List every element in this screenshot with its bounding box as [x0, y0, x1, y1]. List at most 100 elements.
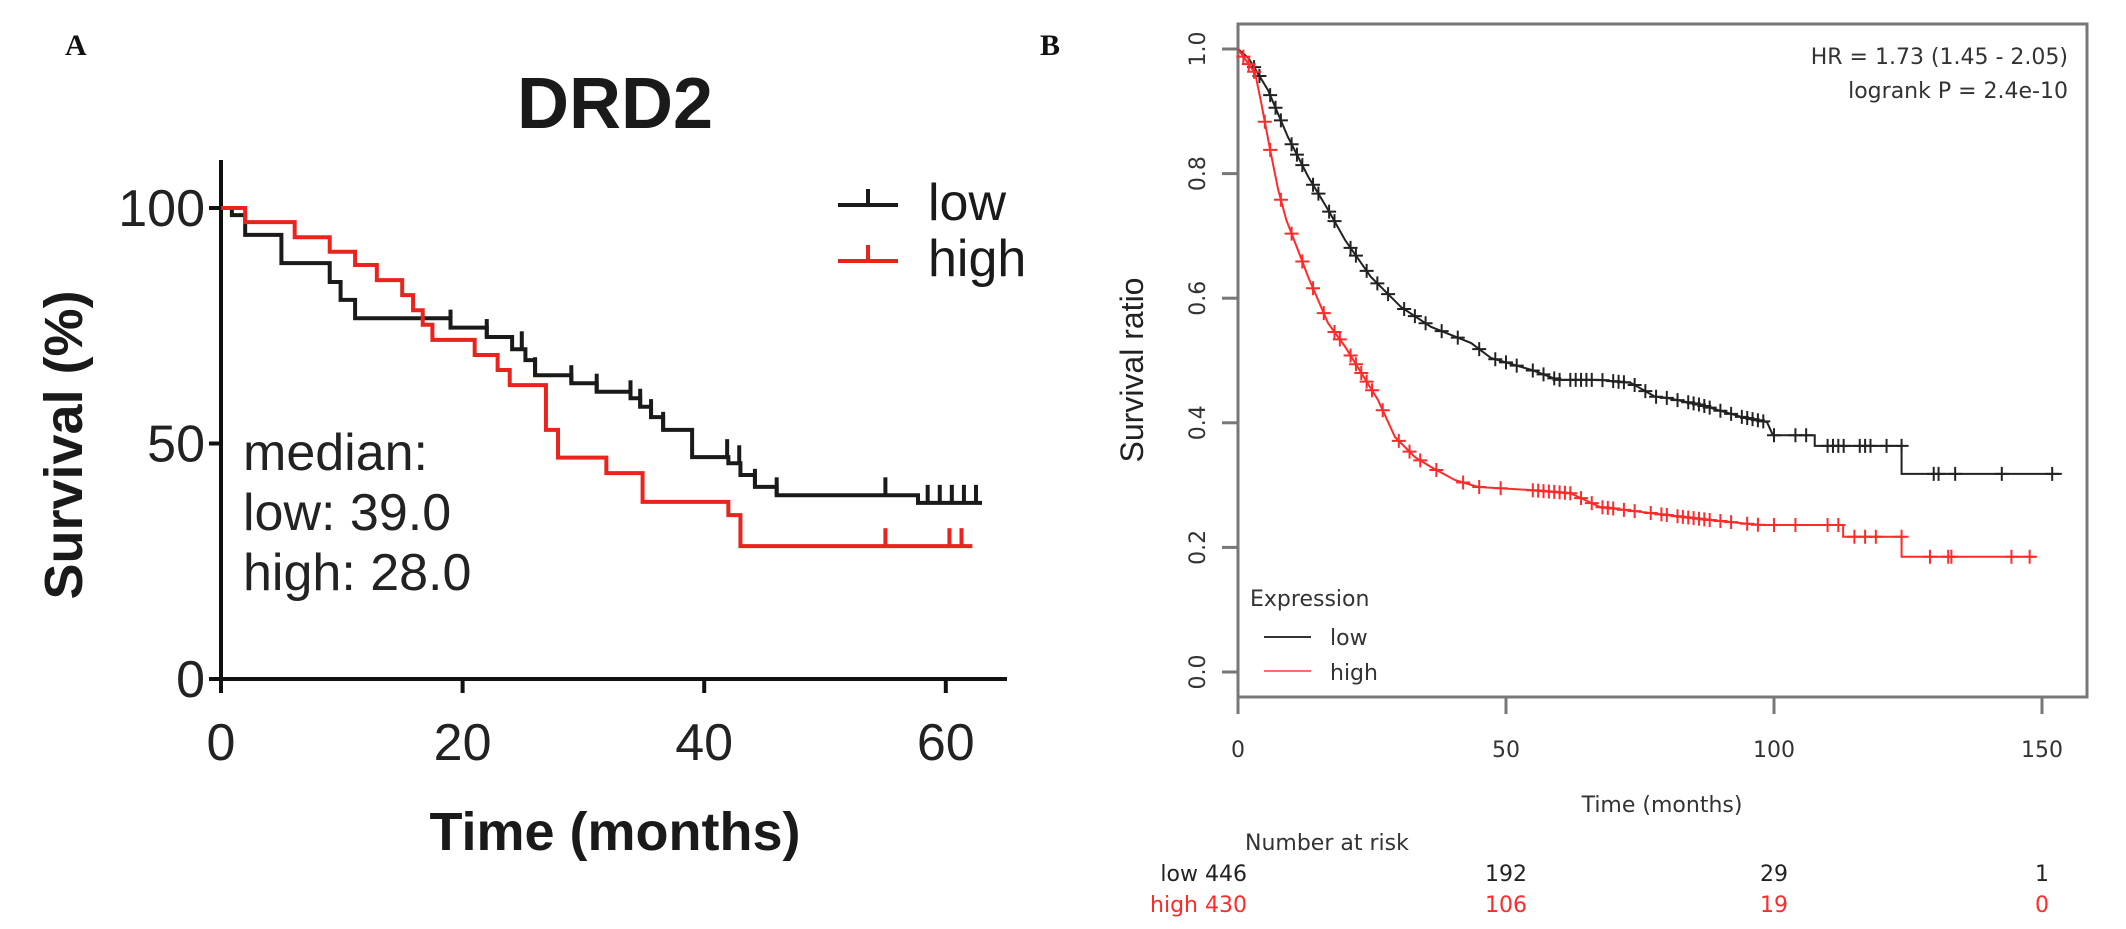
censor-mark-high	[1740, 516, 1755, 531]
censor-mark-high	[1327, 324, 1342, 339]
censor-mark-low	[1724, 406, 1739, 421]
legend-label-low-b: low	[1330, 626, 1368, 651]
censor-mark-high	[1724, 515, 1739, 530]
y-tick-label: 0.6	[1186, 281, 1211, 316]
risk-count-low: 1	[2035, 862, 2049, 887]
censor-mark-high	[1574, 491, 1589, 506]
censor-mark-low	[1595, 373, 1610, 388]
censor-mark-high	[2022, 549, 2037, 564]
censor-mark-low	[1322, 204, 1337, 219]
censor-mark-high	[1359, 374, 1374, 389]
hazard-ratio-annotation: HR = 1.73 (1.45 - 2.05)	[1811, 45, 2068, 70]
censor-mark-high	[1284, 226, 1299, 241]
censor-mark-low	[1311, 186, 1326, 201]
censor-mark-high	[1767, 517, 1781, 532]
censor-mark-high	[1391, 433, 1406, 448]
legend-label-low: low	[928, 174, 1006, 232]
censor-mark-low	[1659, 390, 1674, 405]
censor-mark-low	[1713, 403, 1728, 418]
x-tick-label: 0	[1231, 738, 1245, 763]
censor-mark-low	[1348, 248, 1363, 263]
survival-curve-high	[1237, 48, 2037, 558]
censor-mark-high	[1295, 254, 1310, 269]
censor-mark-low	[1289, 147, 1304, 162]
censor-mark-high	[1584, 496, 1599, 511]
y-tick-label: 0.2	[1186, 530, 1211, 565]
survival-curve-high	[221, 206, 973, 549]
panel-b-plot-frame	[1236, 22, 2089, 699]
censor-mark-low	[1370, 276, 1385, 291]
x-tick-label: 100	[1753, 738, 1795, 763]
censor-mark-low	[1616, 375, 1631, 390]
censor-mark-high	[1402, 444, 1417, 459]
panel-b-series	[1236, 48, 2062, 564]
legend-title: Expression	[1250, 587, 1369, 612]
censor-mark-high	[1354, 365, 1369, 380]
censor-mark-low	[1407, 309, 1422, 324]
y-tick-label: 1.0	[1186, 32, 1211, 67]
censor-mark-low	[1894, 438, 1909, 453]
censor-mark-low	[1359, 263, 1374, 278]
series-low	[221, 206, 983, 505]
censor-mark-high	[1429, 462, 1444, 477]
censor-mark-low	[1863, 438, 1878, 453]
y-tick-label: 0.0	[1186, 655, 1211, 690]
censor-mark-high	[1257, 114, 1272, 129]
censor-mark-low	[1295, 158, 1310, 173]
legend-item-high: high	[838, 230, 1026, 288]
median-heading: median:	[243, 424, 428, 482]
censor-mark-high	[1348, 357, 1363, 372]
panel-a-axes	[209, 160, 1007, 693]
censor-mark-low	[1525, 363, 1540, 378]
censor-mark-low	[1756, 414, 1771, 429]
y-tick-label: 0.8	[1186, 156, 1211, 191]
censor-mark-high	[1375, 403, 1390, 418]
number-at-risk-table: Number at risk low 446 192 29 1 high 430 106 19 0	[1150, 831, 2049, 918]
x-tick-label: 0	[207, 714, 236, 772]
censor-mark-high	[1343, 348, 1358, 363]
censor-mark-high	[1788, 517, 1803, 532]
panel-b-chart: 0.0 0.2 0.4 0.6 0.8 1.0 0 50 100 150 Survival rat…	[1114, 22, 2089, 918]
legend-label-high: high	[928, 230, 1026, 288]
risk-row-label-high: high	[1150, 893, 1198, 918]
y-tick-label: 50	[147, 416, 205, 474]
censor-mark-high	[1750, 517, 1765, 532]
censor-mark-high	[1472, 480, 1487, 495]
censor-mark-low	[1381, 287, 1396, 302]
censor-mark-high	[1306, 281, 1321, 296]
x-tick-label: 50	[1492, 738, 1520, 763]
panel-b-axes	[1222, 47, 2044, 714]
censor-mark-high	[1563, 486, 1578, 501]
panel-a-x-axis-label: Time (months)	[429, 802, 800, 862]
series-low	[1237, 48, 2062, 481]
censor-mark-high	[1702, 512, 1717, 527]
censor-mark-high	[1616, 502, 1631, 517]
censor-mark-high	[1627, 504, 1642, 519]
censor-mark-high	[1831, 517, 1846, 532]
x-tick-label: 40	[675, 714, 733, 772]
censor-mark-high	[1332, 332, 1347, 347]
censor-mark-low	[1948, 466, 1963, 481]
censor-mark-low	[1472, 342, 1487, 357]
censor-mark-high	[1922, 549, 1937, 564]
x-tick-label: 20	[434, 714, 492, 772]
censor-mark-low	[1836, 438, 1851, 453]
censor-mark-low	[1799, 428, 1814, 443]
censor-mark-high	[1713, 514, 1728, 529]
panel-b-tick-labels: 0.0 0.2 0.4 0.6 0.8 1.0 0 50 100 150	[1186, 32, 2063, 764]
censor-mark-low	[1536, 367, 1551, 382]
panel-a-legend: low high	[838, 174, 1026, 288]
censor-mark-low	[1284, 137, 1299, 152]
risk-count-high: 0	[2035, 893, 2049, 918]
censor-mark-low	[1343, 240, 1358, 255]
risk-count-high: 430	[1205, 893, 1247, 918]
panel-a-series	[221, 206, 983, 549]
censor-mark-low	[1627, 378, 1642, 393]
censor-mark-low	[1327, 214, 1342, 229]
legend-item-low: low	[838, 174, 1006, 232]
panel-a-chart: DRD2 Survival (%) Time (months) 0 50 100 0 2…	[34, 64, 1026, 862]
x-tick-label: 60	[917, 714, 975, 772]
panel-b-label: B	[1040, 29, 1060, 62]
x-tick-label: 150	[2021, 738, 2063, 763]
